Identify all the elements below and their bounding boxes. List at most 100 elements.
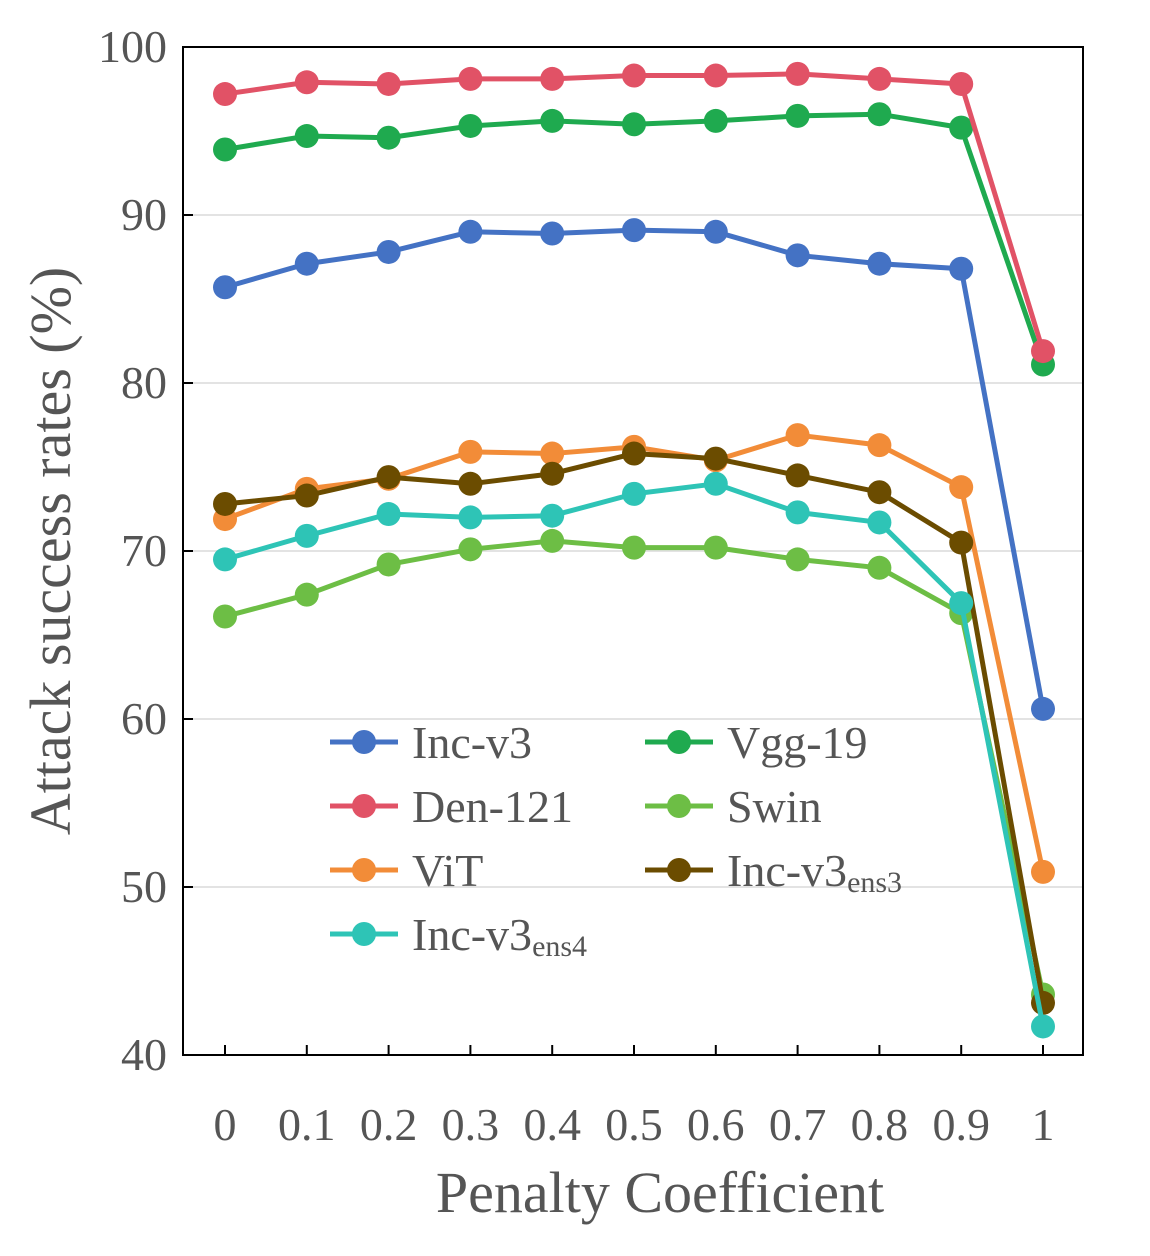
data-point	[213, 82, 237, 107]
data-point	[458, 537, 483, 562]
y-tick-label: 60	[121, 693, 167, 744]
legend-label: ViT	[412, 845, 483, 896]
data-point	[867, 433, 892, 458]
y-tick-label: 70	[121, 525, 167, 576]
data-point	[540, 441, 565, 466]
legend-item: Swin	[645, 781, 822, 832]
legend-swatch-marker	[667, 794, 691, 818]
data-point	[213, 491, 237, 516]
data-point	[949, 71, 974, 96]
series-7	[213, 471, 1055, 1039]
x-tick-label: 0.8	[851, 1099, 909, 1150]
x-tick-label: 0.6	[687, 1099, 745, 1150]
data-point	[458, 439, 483, 464]
x-tick-label: 0.9	[932, 1099, 990, 1150]
legend-label: Inc-v3ens3	[727, 845, 902, 899]
series-6	[213, 441, 1055, 1015]
data-point	[1031, 696, 1055, 721]
data-point	[294, 523, 319, 548]
y-tick-label: 80	[121, 357, 167, 408]
legend-swatch-marker	[667, 858, 691, 882]
data-point	[867, 480, 892, 505]
data-point	[213, 547, 237, 572]
series-2	[213, 102, 1055, 377]
data-point	[703, 108, 728, 133]
data-point	[458, 113, 483, 138]
legend-swatch-marker	[667, 730, 691, 754]
legend-label: Swin	[727, 781, 822, 832]
data-point	[376, 502, 401, 527]
data-point	[294, 483, 319, 508]
data-point	[949, 591, 974, 616]
x-tick-label: 0.3	[442, 1099, 500, 1150]
series-line	[224, 538, 1046, 996]
data-point	[1031, 859, 1055, 884]
data-point	[458, 66, 483, 91]
series-4	[213, 528, 1055, 1007]
series-1	[213, 218, 1055, 721]
data-point	[376, 239, 401, 264]
data-point	[294, 251, 319, 276]
x-tick-label: 0.4	[523, 1099, 581, 1150]
legend-item: Inc-v3ens3	[645, 845, 902, 899]
data-point	[458, 505, 483, 530]
data-point	[458, 219, 483, 244]
legend-item: ViT	[330, 845, 483, 896]
y-tick-label: 50	[121, 861, 167, 912]
x-tick-label: 0.1	[278, 1099, 336, 1150]
series-line	[224, 227, 1046, 710]
legend: Inc-v3 Vgg-19 Den-121 Swin ViT Inc-v3ens3 Inc-…	[330, 717, 902, 963]
data-point	[376, 465, 401, 490]
data-point	[785, 423, 810, 448]
data-point	[867, 251, 892, 276]
legend-item: Vgg-19	[645, 717, 868, 768]
legend-label: Vgg-19	[727, 717, 868, 768]
legend-label: Inc-v3	[412, 717, 532, 768]
legend-item: Inc-v3ens4	[330, 909, 587, 963]
data-point	[703, 535, 728, 560]
data-point	[785, 463, 810, 488]
data-point	[622, 112, 646, 137]
legend-label: Inc-v3ens4	[412, 909, 587, 963]
x-axis-title: Penalty Coefficient	[436, 1160, 884, 1225]
data-point	[540, 108, 565, 133]
data-point	[867, 555, 892, 580]
legend-swatch-marker	[352, 794, 376, 818]
data-point	[867, 66, 892, 91]
data-point	[540, 66, 565, 91]
data-point	[294, 582, 319, 607]
data-point	[540, 528, 565, 553]
series-layer	[213, 61, 1055, 1039]
y-tick-label: 90	[121, 189, 167, 240]
data-point	[213, 137, 237, 162]
x-tick-label: 0	[214, 1099, 237, 1150]
legend-item: Den-121	[330, 781, 573, 832]
data-point	[622, 481, 646, 506]
x-tick-label: 0.2	[360, 1099, 418, 1150]
data-point	[1031, 1014, 1055, 1039]
data-point	[785, 103, 810, 128]
data-point	[867, 510, 892, 535]
data-point	[785, 243, 810, 268]
data-point	[622, 535, 646, 560]
data-point	[458, 471, 483, 496]
data-point	[376, 71, 401, 96]
data-point	[213, 604, 237, 629]
series-3	[213, 61, 1055, 364]
y-tick-label: 40	[121, 1029, 167, 1080]
data-point	[949, 115, 974, 140]
legend-label: Den-121	[412, 781, 573, 832]
data-point	[1031, 339, 1055, 364]
data-point	[376, 125, 401, 150]
data-point	[540, 221, 565, 246]
x-tick-label: 1	[1032, 1099, 1055, 1150]
x-tick-label: 0.7	[769, 1099, 827, 1150]
data-point	[703, 471, 728, 496]
series-line	[224, 481, 1046, 1027]
legend-swatch-marker	[352, 730, 376, 754]
data-point	[785, 61, 810, 86]
data-point	[949, 475, 974, 500]
x-tick-label: 0.5	[605, 1099, 663, 1150]
data-point	[867, 102, 892, 127]
